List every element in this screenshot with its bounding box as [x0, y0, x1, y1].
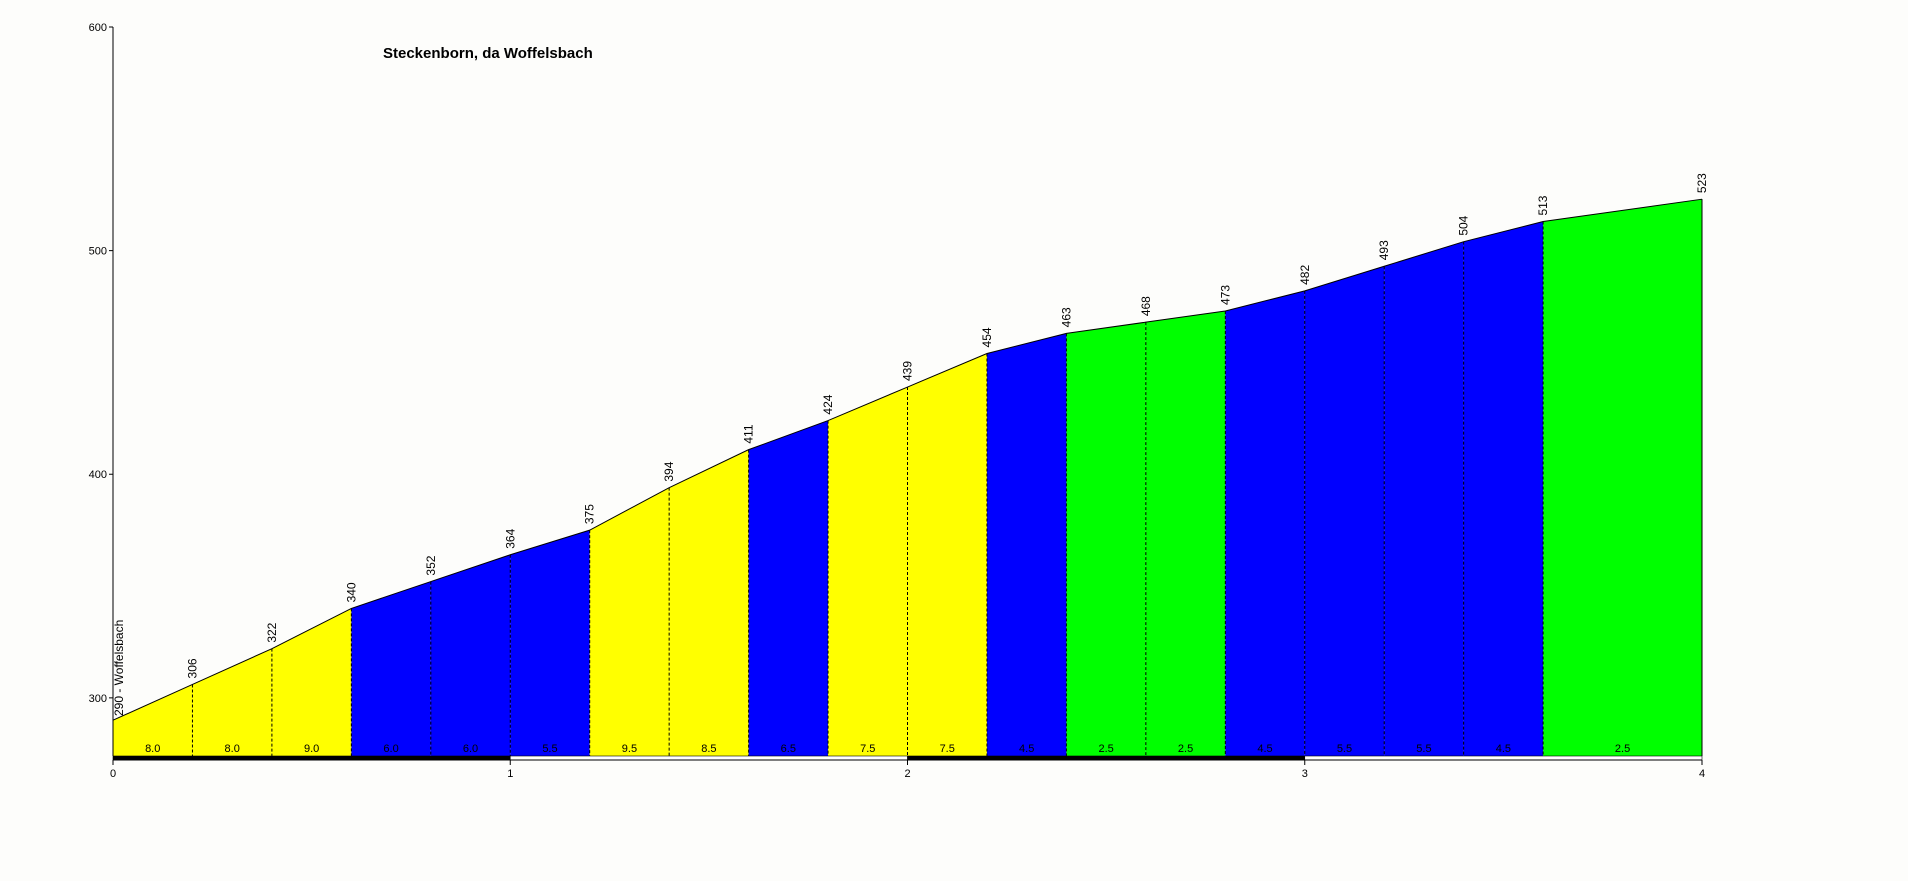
profile-line-group	[112, 198, 1703, 756]
gradient-label: 7.5	[940, 743, 955, 755]
y-tick-label: 300	[89, 693, 107, 705]
gradient-labels: 8.0 8.0 9.0 6.0 6.0 5.5 9.5 8.5 6.5 7.5 7.5 4.5 2.5 2…	[145, 743, 1630, 755]
profile-line	[112, 198, 1703, 721]
gradient-segment	[430, 554, 511, 756]
x-tick-label: 4	[1699, 768, 1705, 780]
elevation-label: 375	[583, 504, 597, 524]
elevation-label: 513	[1536, 195, 1550, 215]
km-bar-segment	[907, 755, 1306, 761]
elevation-label: 322	[265, 622, 279, 642]
km-scale-bar	[112, 755, 1703, 761]
elevation-label: 364	[503, 528, 517, 548]
gradient-segment	[351, 581, 431, 756]
elevation-label: 523	[1695, 173, 1709, 193]
x-axis: 0 1 2 3 4	[110, 759, 1705, 780]
gradient-label: 8.0	[225, 743, 240, 755]
gradient-segment	[1463, 221, 1544, 756]
gradient-segment	[192, 648, 272, 756]
gradient-segment	[986, 333, 1067, 756]
elevation-label: 306	[185, 658, 199, 678]
gradient-segment	[1145, 310, 1226, 756]
elevation-label: 482	[1298, 265, 1312, 285]
gradient-label: 6.0	[383, 743, 398, 755]
y-tick-label: 600	[89, 22, 107, 34]
elevation-label: 468	[1139, 296, 1153, 316]
gradient-segment	[748, 420, 829, 756]
start-point-label: 290 - Woffelsbach	[112, 620, 126, 716]
gradient-segment	[669, 449, 749, 756]
gradient-label: 9.0	[304, 743, 319, 755]
y-tick-label: 500	[89, 246, 107, 258]
elevation-label: 454	[980, 327, 994, 347]
gradient-segments	[113, 199, 1702, 756]
gradient-label: 6.5	[781, 743, 796, 755]
segment-dividers	[191, 221, 1544, 756]
x-tick-label: 1	[507, 768, 513, 780]
gradient-label: 4.5	[1496, 743, 1511, 755]
elevation-label: 394	[662, 461, 676, 481]
gradient-label: 2.5	[1098, 743, 1113, 755]
elevation-label: 439	[901, 361, 915, 381]
elevation-label: 340	[344, 582, 358, 602]
elevation-label: 504	[1457, 215, 1471, 235]
km-bar-segment	[509, 755, 908, 761]
km-bar-segment	[1304, 755, 1703, 761]
gradient-label: 5.5	[1416, 743, 1431, 755]
gradient-label: 8.0	[145, 743, 160, 755]
gradient-segment	[1384, 241, 1464, 756]
gradient-segment	[828, 387, 908, 756]
x-tick-label: 2	[904, 768, 910, 780]
elevation-label: 463	[1059, 307, 1073, 327]
y-axis: 300 400 500 600	[89, 22, 114, 756]
gradient-label: 5.5	[1337, 743, 1352, 755]
y-tick-label: 400	[89, 469, 107, 481]
x-tick-label: 0	[110, 768, 116, 780]
gradient-segment	[113, 684, 193, 756]
elevation-label: 352	[424, 555, 438, 575]
gradient-segment	[271, 608, 352, 756]
elevation-label: 424	[821, 394, 835, 414]
gradient-segment	[510, 530, 590, 756]
elevation-label: 473	[1218, 285, 1232, 305]
gradient-label: 8.5	[701, 743, 716, 755]
elevation-label: 493	[1377, 240, 1391, 260]
gradient-segment	[1543, 199, 1702, 756]
chart-title: Steckenborn, da Woffelsbach	[383, 45, 593, 62]
km-bar-segment	[112, 755, 511, 761]
gradient-label: 2.5	[1615, 743, 1630, 755]
gradient-label: 4.5	[1257, 743, 1272, 755]
gradient-segment	[1066, 322, 1146, 756]
gradient-segment	[907, 353, 987, 756]
gradient-segment	[1304, 266, 1385, 756]
elevation-label: 411	[742, 424, 756, 443]
x-tick-label: 3	[1302, 768, 1308, 780]
gradient-label: 9.5	[622, 743, 637, 755]
gradient-label: 6.0	[463, 743, 478, 755]
gradient-label: 7.5	[860, 743, 875, 755]
gradient-label: 2.5	[1178, 743, 1193, 755]
gradient-segment	[589, 487, 670, 756]
gradient-label: 5.5	[542, 743, 557, 755]
elevation-labels: 306 322 340 352 364 375 394 411 424 439 454 463 468 4…	[185, 173, 1709, 679]
gradient-label: 4.5	[1019, 743, 1034, 755]
gradient-segment	[1225, 290, 1305, 756]
